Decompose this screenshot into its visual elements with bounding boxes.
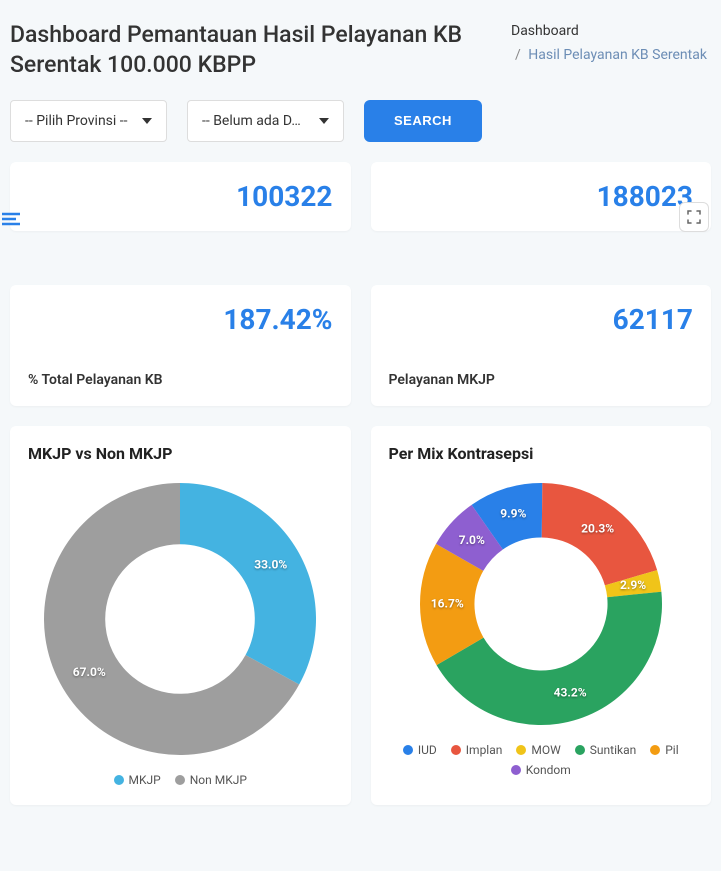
legend-dot-icon bbox=[650, 745, 660, 755]
legend-item[interactable]: Suntikan bbox=[575, 743, 636, 757]
data-dropdown-label: -- Belum ada D… bbox=[202, 113, 301, 129]
stat-value: 187.42% bbox=[28, 303, 333, 336]
province-dropdown-label: -- Pilih Provinsi -- bbox=[25, 113, 128, 129]
stat-card-mkjp: 62117 Pelayanan MKJP bbox=[371, 285, 712, 406]
slice-label: 2.9% bbox=[620, 578, 646, 592]
stat-value: 100322 bbox=[28, 180, 333, 213]
stat-card-pct: 187.42% % Total Pelayanan KB bbox=[10, 285, 351, 406]
chart-card-mix: Per Mix Kontrasepsi 9.9% 20.3% 2.9% 43.2% 16… bbox=[371, 426, 712, 805]
legend-dot-icon bbox=[516, 745, 526, 755]
search-button[interactable]: SEARCH bbox=[364, 100, 482, 142]
data-dropdown[interactable]: -- Belum ada D… bbox=[187, 100, 344, 142]
legend-label: IUD bbox=[418, 743, 437, 757]
legend-dot-icon bbox=[575, 745, 585, 755]
chevron-down-icon bbox=[319, 118, 329, 124]
chart-legend: MKJP Non MKJP bbox=[114, 773, 247, 787]
stat-card-top-left: 100322 bbox=[10, 162, 351, 231]
legend-item[interactable]: Non MKJP bbox=[175, 773, 247, 787]
legend-label: Kondom bbox=[526, 763, 571, 777]
slice-label: 7.0% bbox=[458, 533, 484, 547]
legend-item[interactable]: Pil bbox=[650, 743, 678, 757]
legend-item[interactable]: MKJP bbox=[114, 773, 161, 787]
legend-label: Suntikan bbox=[590, 743, 636, 757]
page-title: Dashboard Pemantauan Hasil Pelayanan KB … bbox=[10, 20, 491, 80]
slice-label: 33.0% bbox=[254, 557, 287, 571]
fullscreen-icon[interactable] bbox=[679, 202, 709, 232]
legend-label: MOW bbox=[531, 743, 560, 757]
legend-label: Non MKJP bbox=[190, 773, 247, 787]
slice-label: 9.9% bbox=[500, 506, 526, 520]
donut-chart-mkjp: 33.0% 67.0% bbox=[40, 479, 320, 759]
donut-slice[interactable] bbox=[180, 483, 316, 685]
legend-label: Implan bbox=[466, 743, 503, 757]
slice-label: 67.0% bbox=[73, 665, 106, 679]
breadcrumb-root[interactable]: Dashboard bbox=[511, 23, 579, 39]
legend-item[interactable]: Kondom bbox=[511, 763, 571, 777]
stat-value: 62117 bbox=[389, 303, 694, 336]
slice-label: 16.7% bbox=[430, 596, 463, 610]
legend-label: MKJP bbox=[129, 773, 161, 787]
legend-item[interactable]: IUD bbox=[403, 743, 437, 757]
slice-label: 43.2% bbox=[553, 685, 586, 699]
stat-value: 188023 bbox=[389, 180, 694, 213]
chart-card-mkjp: MKJP vs Non MKJP 33.0% 67.0% MKJP Non MKJP bbox=[10, 426, 351, 805]
legend-label: Pil bbox=[665, 743, 678, 757]
chart-legend: IUD Implan MOW Suntikan Pil Kondom bbox=[389, 743, 694, 777]
breadcrumb-current: Hasil Pelayanan KB Serentak bbox=[528, 47, 707, 63]
donut-chart-mix: 9.9% 20.3% 2.9% 43.2% 16.7% 7.0% bbox=[416, 479, 666, 729]
slice-label: 20.3% bbox=[581, 521, 614, 535]
hamburger-menu-icon[interactable] bbox=[2, 210, 20, 231]
chart-title: Per Mix Kontrasepsi bbox=[389, 444, 694, 463]
breadcrumb-separator: / bbox=[515, 47, 521, 63]
legend-dot-icon bbox=[451, 745, 461, 755]
stat-card-top-right: 188023 bbox=[371, 162, 712, 231]
chart-title: MKJP vs Non MKJP bbox=[28, 444, 333, 463]
stat-label: Pelayanan MKJP bbox=[389, 372, 694, 388]
chevron-down-icon bbox=[142, 118, 152, 124]
legend-dot-icon bbox=[175, 775, 185, 785]
legend-dot-icon bbox=[114, 775, 124, 785]
legend-dot-icon bbox=[403, 745, 413, 755]
province-dropdown[interactable]: -- Pilih Provinsi -- bbox=[10, 100, 167, 142]
legend-item[interactable]: MOW bbox=[516, 743, 560, 757]
legend-dot-icon bbox=[511, 765, 521, 775]
stat-label: % Total Pelayanan KB bbox=[28, 372, 333, 388]
breadcrumb: Dashboard / Hasil Pelayanan KB Serentak bbox=[511, 20, 711, 80]
legend-item[interactable]: Implan bbox=[451, 743, 503, 757]
